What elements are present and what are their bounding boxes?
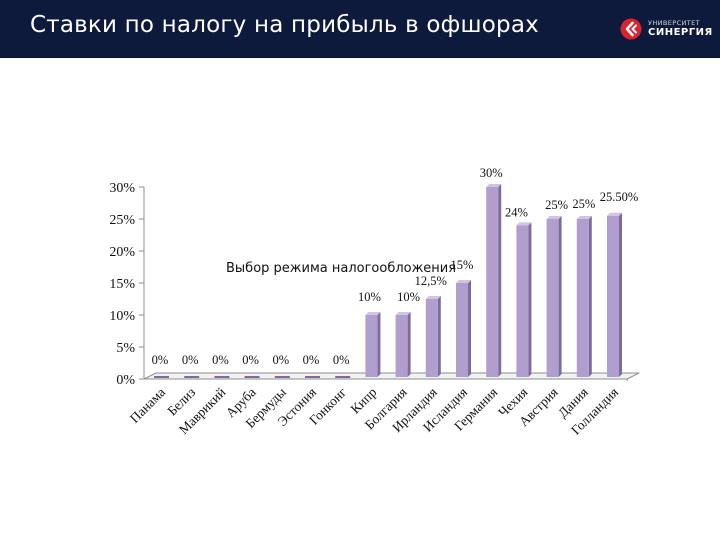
y-tick-label: 30% (109, 181, 135, 196)
bar (576, 219, 589, 377)
bar-side (377, 312, 381, 377)
data-label: 0% (182, 353, 199, 367)
data-label: 12,5% (415, 274, 447, 288)
bar (486, 187, 499, 377)
chart-floor (143, 372, 640, 380)
bar-top (516, 222, 532, 226)
bar-side (528, 222, 532, 377)
data-label: 15% (451, 258, 474, 272)
bar-side (468, 280, 471, 377)
bar-top (607, 212, 622, 216)
bar (214, 376, 230, 378)
bar (395, 315, 408, 377)
y-tick-label: 10% (109, 309, 135, 324)
synergy-logo: УНИВЕРСИТЕТ СИНЕРГИЯ (620, 17, 712, 43)
data-label: 0% (303, 353, 320, 367)
bar-side (588, 216, 592, 377)
bar-top (425, 296, 441, 299)
bar (335, 376, 351, 378)
bar-top (546, 216, 562, 219)
data-label: 10% (358, 290, 381, 304)
bar-side (558, 216, 562, 377)
bar-top (486, 184, 502, 187)
bar-side (498, 184, 502, 377)
data-label: 0% (212, 353, 229, 367)
bar (516, 225, 529, 377)
y-tick-label: 25% (109, 213, 135, 228)
bar-side (407, 312, 411, 377)
bar (365, 315, 378, 377)
synergy-logo-icon (620, 18, 642, 40)
bar (184, 376, 200, 378)
bar-top (395, 312, 411, 315)
data-label: 25% (545, 198, 568, 212)
data-label: 0% (242, 353, 259, 367)
bar (244, 376, 260, 378)
bar-top (456, 280, 471, 283)
y-tick-label: 5% (116, 341, 135, 356)
bar (607, 215, 619, 377)
header-bar: Ставки по налогу на прибыль в офшорах УН… (0, 0, 720, 58)
logo-main-text: СИНЕРГИЯ (648, 27, 713, 38)
bar (546, 219, 559, 377)
data-label: 0% (152, 353, 169, 367)
bar (425, 299, 438, 377)
chart-annotation: Выбор режима налогообложения (226, 261, 457, 276)
data-label: 10% (397, 290, 420, 304)
page-title: Ставки по налогу на прибыль в офшорах (30, 12, 539, 38)
data-label: 30% (480, 166, 503, 180)
x-tick-label: Панама (127, 385, 168, 426)
bar (305, 376, 320, 378)
y-tick-label: 20% (109, 245, 135, 260)
data-label: 0% (333, 353, 350, 367)
logo-top-text: УНИВЕРСИТЕТ (648, 19, 701, 27)
y-tick-label: 0% (116, 373, 135, 388)
data-label: 25.50% (600, 190, 639, 204)
bar-side (437, 296, 441, 377)
bar-side (619, 212, 622, 377)
bar (274, 376, 290, 378)
bar-top (576, 216, 592, 219)
bar (154, 376, 169, 378)
data-label: 0% (272, 353, 289, 367)
data-label: 24% (505, 205, 528, 219)
bar (456, 283, 468, 377)
data-label: 25% (572, 197, 595, 211)
bar-top (365, 312, 381, 315)
y-tick-label: 15% (109, 277, 135, 292)
